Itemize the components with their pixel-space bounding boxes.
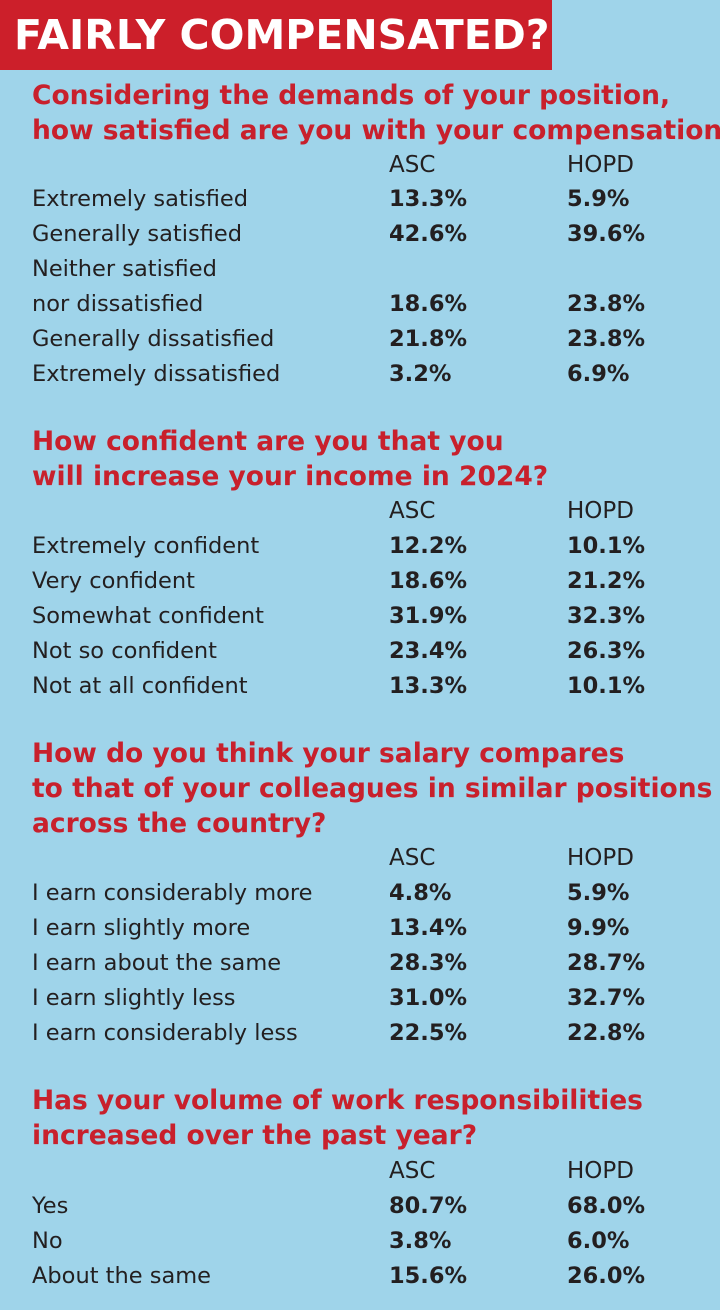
value-hopd: 39.6%: [567, 221, 646, 247]
value-asc: 23.4%: [389, 638, 468, 664]
row-label: I earn considerably less: [32, 1020, 298, 1046]
table-row: Extremely confident 12.2% 10.1%: [0, 529, 720, 564]
table-row: I earn considerably less 22.5% 22.8%: [0, 1016, 720, 1051]
question-line: How do you think your salary compares: [32, 738, 625, 769]
value-asc: 12.2%: [389, 533, 468, 559]
question-line: How confident are you that you: [32, 426, 504, 457]
value-hopd: 22.8%: [567, 1020, 646, 1046]
value-hopd: 9.9%: [567, 915, 630, 941]
question-line: how satisfied are you with your compensa…: [32, 115, 720, 146]
question-heading: Considering the demands of your position…: [32, 78, 720, 148]
value-asc: 21.8%: [389, 326, 468, 352]
table-row: Extremely dissatisfied 3.2% 6.9%: [0, 357, 720, 392]
value-hopd: 21.2%: [567, 568, 646, 594]
question-line: across the country?: [32, 808, 327, 839]
value-asc: 31.9%: [389, 603, 468, 629]
value-asc: 15.6%: [389, 1263, 468, 1289]
table-row: No 3.8% 6.0%: [0, 1224, 720, 1259]
value-asc: 22.5%: [389, 1020, 468, 1046]
row-label: Yes: [32, 1193, 69, 1219]
row-label: Extremely satisfied: [32, 186, 249, 212]
question-line: Considering the demands of your position…: [32, 80, 671, 111]
row-label: Not at all confident: [32, 673, 248, 699]
value-asc: 13.4%: [389, 915, 468, 941]
column-header-hopd: HOPD: [567, 1158, 634, 1184]
value-asc: 42.6%: [389, 221, 468, 247]
value-asc: 18.6%: [389, 568, 468, 594]
question-line: will increase your income in 2024?: [32, 461, 549, 492]
row-label: About the same: [32, 1263, 212, 1289]
value-hopd: 26.3%: [567, 638, 646, 664]
table-row: Very confident 18.6% 21.2%: [0, 564, 720, 599]
column-header-hopd: HOPD: [567, 845, 634, 871]
row-label: Not so confident: [32, 638, 217, 664]
value-asc: 4.8%: [389, 880, 452, 906]
table-row: Not at all confident 13.3% 10.1%: [0, 669, 720, 704]
title-banner: FAIRLY COMPENSATED?: [0, 0, 552, 70]
value-asc: 3.2%: [389, 361, 452, 387]
value-hopd: 10.1%: [567, 673, 646, 699]
table-row: I earn about the same 28.3% 28.7%: [0, 946, 720, 981]
value-asc: 80.7%: [389, 1193, 468, 1219]
question-line: increased over the past year?: [32, 1120, 478, 1151]
table-row: Generally dissatisfied 21.8% 23.8%: [0, 322, 720, 357]
row-label: Generally satisfied: [32, 221, 242, 247]
value-hopd: 23.8%: [567, 291, 646, 317]
value-hopd: 68.0%: [567, 1193, 646, 1219]
row-label: I earn considerably more: [32, 880, 313, 906]
column-header-hopd: HOPD: [567, 152, 634, 178]
column-header-asc: ASC: [389, 498, 436, 524]
row-label: Somewhat confident: [32, 603, 265, 629]
table-row: I earn slightly less 31.0% 32.7%: [0, 981, 720, 1016]
table-row: I earn considerably more 4.8% 5.9%: [0, 876, 720, 911]
row-label: Generally dissatisfied: [32, 326, 275, 352]
table-row: Not so confident 23.4% 26.3%: [0, 634, 720, 669]
row-label: I earn slightly less: [32, 985, 236, 1011]
value-asc: 3.8%: [389, 1228, 452, 1254]
value-hopd: 6.0%: [567, 1228, 630, 1254]
value-hopd: 32.3%: [567, 603, 646, 629]
question-heading: How confident are you that you will incre…: [32, 424, 548, 494]
question-heading: How do you think your salary compares to …: [32, 736, 712, 841]
value-hopd: 28.7%: [567, 950, 646, 976]
value-asc: 31.0%: [389, 985, 468, 1011]
column-header-asc: ASC: [389, 1158, 436, 1184]
value-asc: 28.3%: [389, 950, 468, 976]
question-heading: Has your volume of work responsibilities…: [32, 1083, 643, 1153]
column-header-hopd: HOPD: [567, 498, 634, 524]
row-label: Extremely dissatisfied: [32, 361, 281, 387]
column-header-asc: ASC: [389, 845, 436, 871]
value-asc: 18.6%: [389, 291, 468, 317]
table-row: Neither satisfied nor dissatisfied 18.6% 23…: [0, 252, 720, 322]
row-label: Extremely confident: [32, 533, 260, 559]
value-asc: 13.3%: [389, 186, 468, 212]
value-asc: 13.3%: [389, 673, 468, 699]
value-hopd: 23.8%: [567, 326, 646, 352]
table-row: Yes 80.7% 68.0%: [0, 1189, 720, 1224]
row-label: I earn about the same: [32, 950, 282, 976]
row-label: Neither satisfied nor dissatisfied: [32, 256, 217, 317]
question-line: to that of your colleagues in similar po…: [32, 773, 713, 804]
table-row: Generally satisfied 42.6% 39.6%: [0, 217, 720, 252]
row-label: I earn slightly more: [32, 915, 251, 941]
table-row: I earn slightly more 13.4% 9.9%: [0, 911, 720, 946]
value-hopd: 32.7%: [567, 985, 646, 1011]
value-hopd: 26.0%: [567, 1263, 646, 1289]
table-row: Somewhat confident 31.9% 32.3%: [0, 599, 720, 634]
table-row: About the same 15.6% 26.0%: [0, 1259, 720, 1294]
question-line: Has your volume of work responsibilities: [32, 1085, 643, 1116]
row-label: Very confident: [32, 568, 195, 594]
value-hopd: 6.9%: [567, 361, 630, 387]
page-title: FAIRLY COMPENSATED?: [14, 11, 550, 59]
row-label: No: [32, 1228, 63, 1254]
value-hopd: 10.1%: [567, 533, 646, 559]
value-hopd: 5.9%: [567, 186, 630, 212]
table-row: Extremely satisfied 13.3% 5.9%: [0, 182, 720, 217]
value-hopd: 5.9%: [567, 880, 630, 906]
column-header-asc: ASC: [389, 152, 436, 178]
